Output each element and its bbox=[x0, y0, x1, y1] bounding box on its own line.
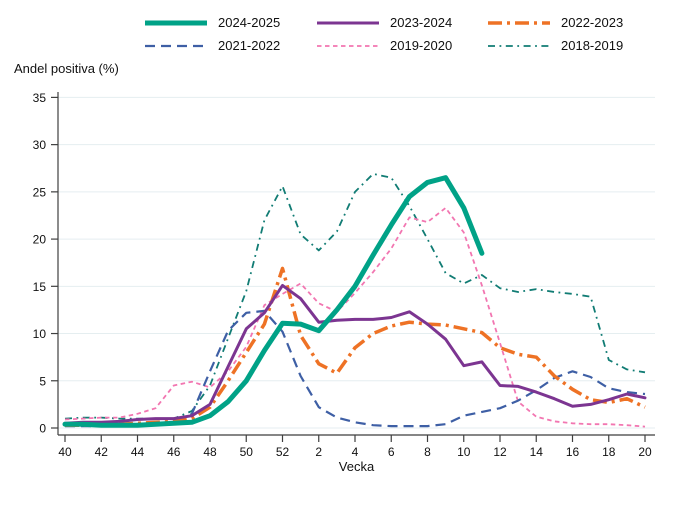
legend-line-2022-2023-icon bbox=[488, 20, 550, 25]
legend-item-2018-2019: 2018-2019 bbox=[486, 34, 648, 57]
legend-label-2023-2024: 2023-2024 bbox=[390, 15, 453, 30]
y-tick-label: 20 bbox=[33, 233, 47, 247]
legend-label-2024-2025: 2024-2025 bbox=[218, 15, 281, 30]
x-tick-label: 18 bbox=[602, 445, 616, 459]
x-tick-label: 12 bbox=[493, 445, 507, 459]
legend-line-2019-2020-icon bbox=[317, 44, 379, 47]
x-tick-label: 4 bbox=[352, 445, 359, 459]
legend-item-2023-2024: 2023-2024 bbox=[315, 11, 486, 34]
x-tick-label: 40 bbox=[58, 445, 72, 459]
y-tick-label: 25 bbox=[33, 185, 47, 199]
y-tick-label: 35 bbox=[33, 91, 47, 105]
y-tick-label: 15 bbox=[33, 280, 47, 294]
x-tick-label: 8 bbox=[424, 445, 431, 459]
y-tick-label: 0 bbox=[39, 422, 46, 436]
x-tick-label: 16 bbox=[566, 445, 580, 459]
y-axis-title: Andel positiva (%) bbox=[14, 61, 119, 76]
legend-item-2022-2023: 2022-2023 bbox=[486, 11, 648, 34]
x-tick-label: 42 bbox=[95, 445, 109, 459]
series-line-2023-2024 bbox=[63, 283, 647, 425]
series-line-2024-2025 bbox=[62, 175, 485, 428]
legend: 2024-2025 2023-2024 2022-2023 2021-2022 … bbox=[143, 11, 648, 57]
legend-line-2023-2024-icon bbox=[317, 21, 379, 24]
legend-line-2024-2025-icon bbox=[145, 20, 207, 25]
y-tick-label: 5 bbox=[39, 374, 46, 388]
x-tick-label: 2 bbox=[315, 445, 322, 459]
series-line-2022-2023 bbox=[65, 266, 646, 427]
legend-label-2021-2022: 2021-2022 bbox=[218, 38, 281, 53]
x-tick-label: 48 bbox=[203, 445, 217, 459]
legend-item-2019-2020: 2019-2020 bbox=[315, 34, 486, 57]
y-tick-label: 10 bbox=[33, 327, 47, 341]
x-tick-label: 44 bbox=[131, 445, 145, 459]
legend-label-2018-2019: 2018-2019 bbox=[561, 38, 624, 53]
x-tick-label: 14 bbox=[530, 445, 544, 459]
x-tick-label: 52 bbox=[276, 445, 290, 459]
x-tick-label: 46 bbox=[167, 445, 181, 459]
series-line-2018-2019 bbox=[64, 172, 646, 420]
y-tick-label: 30 bbox=[33, 138, 47, 152]
series-line-2019-2020 bbox=[64, 206, 646, 428]
x-tick-label: 6 bbox=[388, 445, 395, 459]
legend-line-2021-2022-icon bbox=[145, 44, 207, 47]
legend-item-2021-2022: 2021-2022 bbox=[143, 34, 315, 57]
x-tick-label: 50 bbox=[240, 445, 254, 459]
x-axis-title: Vecka bbox=[338, 459, 375, 474]
legend-item-2024-2025: 2024-2025 bbox=[143, 11, 315, 34]
legend-label-2022-2023: 2022-2023 bbox=[561, 15, 624, 30]
x-tick-label: 20 bbox=[638, 445, 652, 459]
x-tick-label: 10 bbox=[457, 445, 471, 459]
legend-label-2019-2020: 2019-2020 bbox=[390, 38, 453, 53]
legend-line-2018-2019-icon bbox=[488, 44, 550, 47]
